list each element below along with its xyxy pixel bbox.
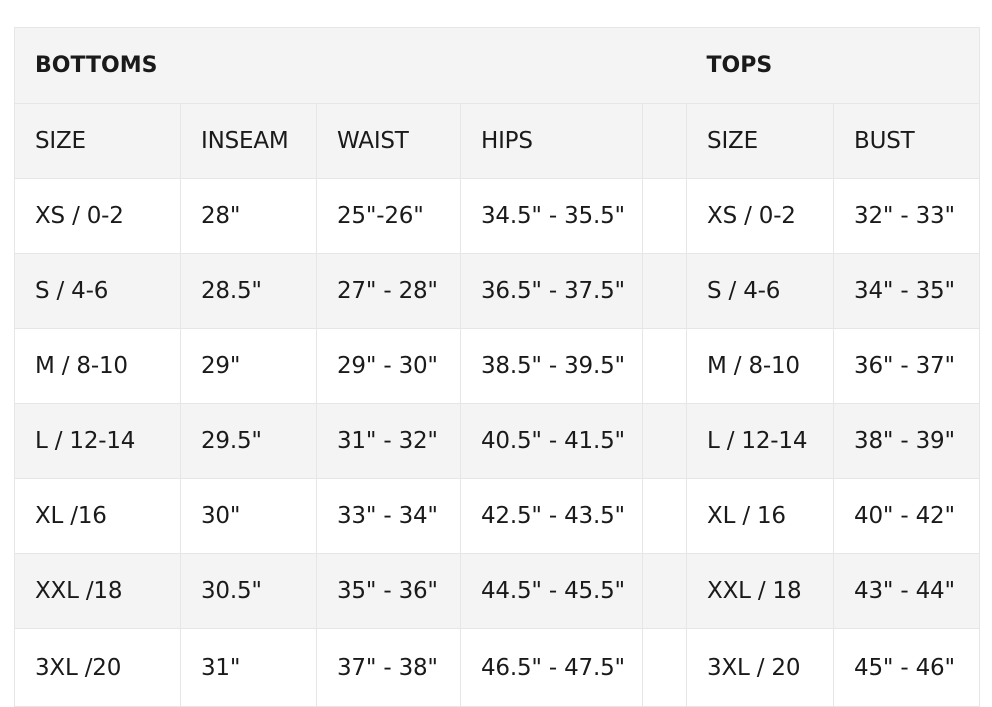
- waist-cell: 31" - 32": [316, 403, 461, 479]
- waist-header: WAIST: [316, 103, 461, 179]
- waist-cell: 25"-26": [316, 178, 461, 254]
- bottoms-size-cell: XL /16: [14, 478, 181, 554]
- bust-cell: 43" - 44": [833, 553, 981, 629]
- waist-cell: 29" - 30": [316, 328, 461, 404]
- tops-size-cell: S / 4-6: [686, 253, 835, 329]
- column-gap: [642, 253, 688, 329]
- inseam-cell: 29.5": [180, 403, 317, 479]
- inseam-cell: 28.5": [180, 253, 317, 329]
- tops-size-cell: XL / 16: [686, 478, 835, 554]
- column-gap: [642, 103, 688, 179]
- bust-cell: 45" - 46": [833, 628, 981, 707]
- tops-size-cell: L / 12-14: [686, 403, 835, 479]
- table-row: XXL /18 30.5" 35" - 36" 44.5" - 45.5" XX…: [14, 553, 981, 629]
- column-gap: [642, 328, 688, 404]
- bottoms-section-title: BOTTOMS: [14, 27, 687, 104]
- hips-cell: 38.5" - 39.5": [460, 328, 643, 404]
- inseam-cell: 30": [180, 478, 317, 554]
- column-gap: [642, 178, 688, 254]
- hips-cell: 40.5" - 41.5": [460, 403, 643, 479]
- waist-cell: 27" - 28": [316, 253, 461, 329]
- table-row: XS / 0-2 28" 25"-26" 34.5" - 35.5" XS / …: [14, 178, 981, 254]
- bust-cell: 36" - 37": [833, 328, 981, 404]
- waist-cell: 35" - 36": [316, 553, 461, 629]
- table-row: XL /16 30" 33" - 34" 42.5" - 43.5" XL / …: [14, 478, 981, 554]
- hips-cell: 42.5" - 43.5": [460, 478, 643, 554]
- bottoms-size-header: SIZE: [14, 103, 181, 179]
- size-chart-table: BOTTOMS TOPS SIZE INSEAM WAIST HIPS SIZE…: [14, 27, 981, 707]
- waist-cell: 37" - 38": [316, 628, 461, 707]
- column-gap: [642, 628, 688, 707]
- tops-size-cell: XXL / 18: [686, 553, 835, 629]
- hips-cell: 36.5" - 37.5": [460, 253, 643, 329]
- inseam-cell: 30.5": [180, 553, 317, 629]
- inseam-cell: 28": [180, 178, 317, 254]
- bust-cell: 40" - 42": [833, 478, 981, 554]
- bottoms-size-cell: 3XL /20: [14, 628, 181, 707]
- hips-cell: 46.5" - 47.5": [460, 628, 643, 707]
- table-row: 3XL /20 31" 37" - 38" 46.5" - 47.5" 3XL …: [14, 628, 981, 707]
- table-row: L / 12-14 29.5" 31" - 32" 40.5" - 41.5" …: [14, 403, 981, 479]
- column-gap: [642, 403, 688, 479]
- column-gap: [642, 478, 688, 554]
- inseam-cell: 31": [180, 628, 317, 707]
- section-title-row: BOTTOMS TOPS: [14, 27, 981, 104]
- column-gap: [642, 553, 688, 629]
- hips-cell: 34.5" - 35.5": [460, 178, 643, 254]
- bust-cell: 38" - 39": [833, 403, 981, 479]
- bottoms-size-cell: S / 4-6: [14, 253, 181, 329]
- column-header-row: SIZE INSEAM WAIST HIPS SIZE BUST: [14, 103, 981, 179]
- hips-cell: 44.5" - 45.5": [460, 553, 643, 629]
- tops-size-cell: M / 8-10: [686, 328, 835, 404]
- table-row: S / 4-6 28.5" 27" - 28" 36.5" - 37.5" S …: [14, 253, 981, 329]
- bottoms-size-cell: M / 8-10: [14, 328, 181, 404]
- bottoms-size-cell: L / 12-14: [14, 403, 181, 479]
- tops-size-cell: 3XL / 20: [686, 628, 835, 707]
- bottoms-size-cell: XS / 0-2: [14, 178, 181, 254]
- hips-header: HIPS: [460, 103, 643, 179]
- tops-section-title: TOPS: [686, 27, 981, 104]
- bust-header: BUST: [833, 103, 981, 179]
- bust-cell: 34" - 35": [833, 253, 981, 329]
- bottoms-size-cell: XXL /18: [14, 553, 181, 629]
- table-row: M / 8-10 29" 29" - 30" 38.5" - 39.5" M /…: [14, 328, 981, 404]
- waist-cell: 33" - 34": [316, 478, 461, 554]
- tops-size-cell: XS / 0-2: [686, 178, 835, 254]
- inseam-cell: 29": [180, 328, 317, 404]
- inseam-header: INSEAM: [180, 103, 317, 179]
- bust-cell: 32" - 33": [833, 178, 981, 254]
- tops-size-header: SIZE: [686, 103, 835, 179]
